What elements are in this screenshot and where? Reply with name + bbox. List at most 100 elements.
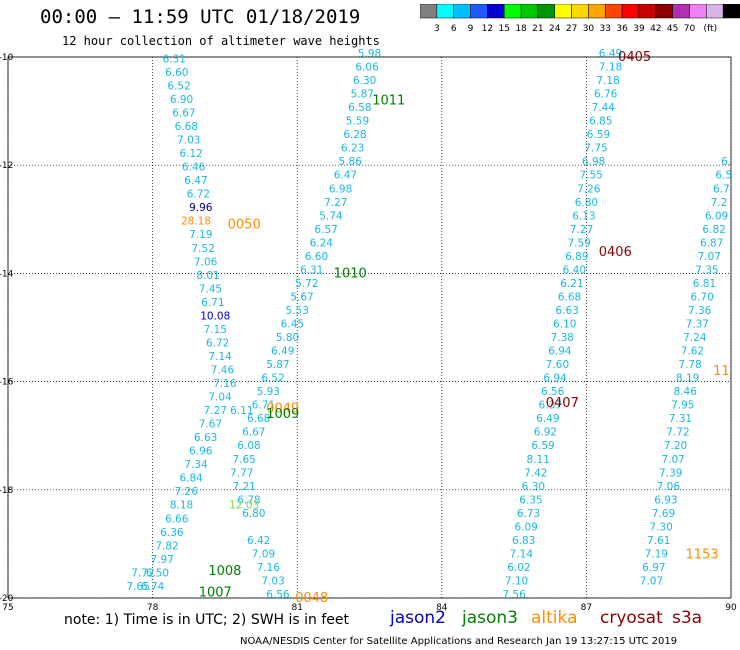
swh-value: 7.34 [184,459,208,471]
color-scale-label: 30 [583,24,595,34]
swh-value: 7.26 [175,486,199,498]
swh-value: 7.62 [681,346,704,358]
swh-value: 6.42 [247,535,270,547]
swh-value: 6.71 [201,297,224,309]
swh-value: 5.98 [358,48,381,60]
swh-value: 6.68 [247,413,270,425]
swh-value: 6.92 [534,427,557,439]
color-scale-label: 21 [532,24,543,34]
swh-value: 7.31 [669,413,692,425]
legend-cryosat: cryosat [600,608,663,628]
swh-value: 7.27 [324,197,347,209]
swh-value: 6.52 [167,80,190,92]
color-scale-label: 24 [549,24,561,34]
swh-value: 7.09 [252,548,275,560]
swh-value: 7.37 [686,319,709,331]
swh-value: 7.24 [683,332,707,344]
color-scale-label: 33 [600,24,611,34]
track-label: 1010 [334,266,367,281]
swh-value: 6.02 [507,562,530,574]
swh-value: 6.76 [594,89,618,101]
swh-value: 6. [721,156,731,168]
swh-value: 7.60 [546,359,569,371]
swh-value: 7.07 [698,251,721,263]
swh-value: 7.97 [151,554,174,566]
swh-value: 5.80 [276,332,299,344]
swh-value: 5.53 [286,305,309,317]
color-scale-label: 6 [451,24,457,34]
swh-value: 6.67 [242,427,265,439]
y-tick-label: -14 [0,269,14,279]
swh-value: 6.66 [165,513,189,525]
swh-value: 7.16 [213,378,237,390]
swh-value: 6.80 [575,197,598,209]
swh-value: 7.18 [596,75,619,87]
y-tick-label: -12 [0,161,13,171]
swh-value: 6.57 [314,224,337,236]
swh-value: 7.36 [688,305,712,317]
swh-value: 6.47 [334,170,357,182]
swh-value: 6.47 [184,175,207,187]
swh-value: 5.59 [346,116,369,128]
swh-value: 6.97 [642,562,665,574]
swh-value: 6.59 [587,129,610,141]
swh-value: 7.07 [640,575,663,587]
swh-value: 6.35 [519,494,542,506]
swh-value: 5.93 [257,386,280,398]
y-tick-label: -20 [0,594,14,604]
color-scale-label: 39 [633,24,645,34]
swh-value: 7.65 [126,581,149,593]
swh-value: 7.10 [505,575,528,587]
swh-value: 6.36 [160,527,184,539]
swh-value: 6.72 [187,189,210,201]
swh-value: 7.67 [199,419,222,431]
swh-value: 8.19 [676,373,699,385]
swh-value: 7.44 [592,102,616,114]
swh-value: 7.42 [524,467,547,479]
swh-value: 7.14 [208,351,232,363]
color-swatch [722,4,740,19]
footer-credit: NOAA/NESDIS Center for Satellite Applica… [240,636,678,647]
swh-value: 6.71 [252,400,275,412]
swh-value: 7.35 [695,264,718,276]
track-label: 0048 [295,591,328,606]
swh-value: 6.09 [514,521,537,533]
swh-value: 5.87 [266,359,289,371]
swh-value: 6.24 [310,237,334,249]
color-scale-label: 15 [498,24,509,34]
swh-value: 28.18 [181,216,211,228]
color-scale-label: 12 [482,24,493,34]
swh-value: 6.83 [512,535,535,547]
legend-jason2: jason2 [390,608,446,628]
swh-value: 8.18 [170,500,193,512]
swh-value: 7.59 [567,237,590,249]
track-label: 11 [713,364,730,379]
swh-value: 7.03 [261,575,284,587]
swh-value: 6.49 [599,48,622,60]
swh-value: 6.60 [165,67,188,79]
swh-value: 6.73 [517,508,540,520]
swh-value: 8.46 [674,386,698,398]
color-scale-label: 3 [434,24,440,34]
swh-value: 7.65 [232,454,255,466]
swh-value: 6.70 [690,291,713,303]
track-label: 1153 [686,548,719,563]
swh-value: 7.16 [257,562,281,574]
swh-value: 6.08 [237,440,260,452]
swh-value: 6.59 [531,440,554,452]
swh-value: 6.58 [348,102,371,114]
swh-value: 6.49 [536,413,559,425]
color-scale-label: 42 [650,24,661,34]
swh-value: 6.56 [541,386,565,398]
swh-value: 6.63 [194,432,217,444]
track-label: 1009 [266,407,299,422]
swh-value: 7.55 [580,170,603,182]
swh-value: 7.27 [570,224,593,236]
swh-value: 6.63 [555,305,578,317]
swh-value: 7.30 [649,521,672,533]
track-label: 0406 [599,245,632,260]
x-tick-label: 78 [147,603,159,610]
swh-value: 6.67 [172,108,195,120]
swh-value: 6.7 [713,183,730,195]
swh-value: 5.74 [319,210,343,222]
